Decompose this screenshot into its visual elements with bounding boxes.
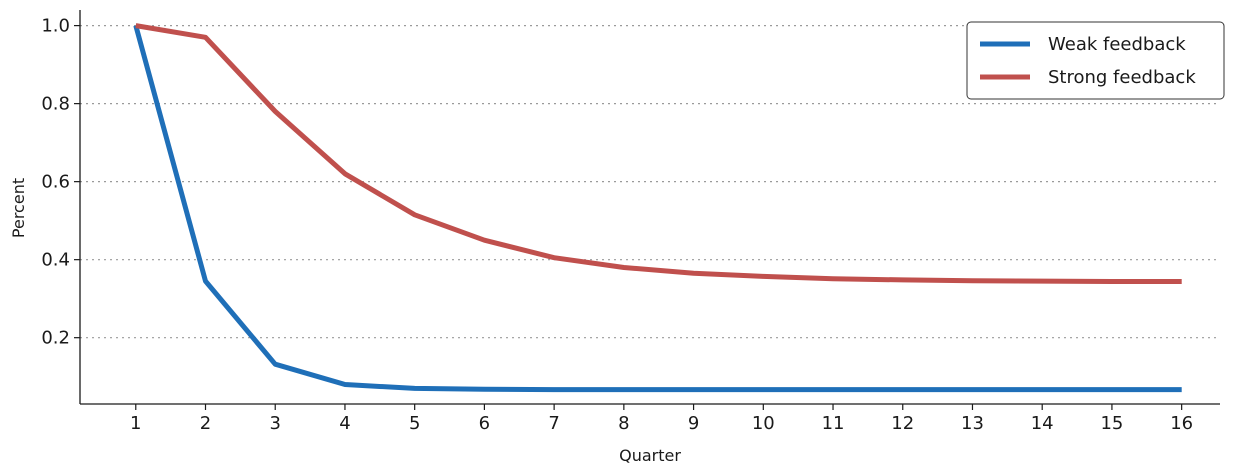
y-tick-label: 0.6: [41, 172, 70, 193]
legend-label-strong-feedback: Strong feedback: [1048, 67, 1196, 88]
x-tick-label: 16: [1170, 413, 1193, 434]
x-tick-label: 1: [130, 413, 141, 434]
x-tick-label: 13: [961, 413, 984, 434]
y-ticks: 0.2 0.4 0.6 0.8 1.0: [41, 16, 80, 349]
series-line-weak-feedback: [133, 24, 1182, 393]
x-tick-label: 11: [822, 413, 845, 434]
y-tick-label: 0.2: [41, 328, 70, 349]
x-tick-label: 5: [409, 413, 420, 434]
y-tick-label: 0.4: [41, 250, 70, 271]
x-tick-label: 12: [891, 413, 914, 434]
x-tick-label: 6: [479, 413, 490, 434]
series: [133, 23, 1182, 393]
x-tick-label: 4: [339, 413, 350, 434]
x-tick-label: 14: [1031, 413, 1054, 434]
x-tick-label: 7: [548, 413, 559, 434]
x-tick-label: 10: [752, 413, 775, 434]
x-tick-label: 2: [200, 413, 211, 434]
legend-box: [966, 21, 1225, 100]
x-tick-label: 9: [688, 413, 699, 434]
series-line-strong-feedback: [135, 23, 1182, 284]
legend-label-weak-feedback: Weak feedback: [1048, 34, 1186, 55]
legend: Weak feedback Strong feedback: [966, 21, 1225, 100]
axes: [79, 10, 1220, 405]
x-tick-label: 15: [1100, 413, 1123, 434]
x-ticks: 1 2 3 4 5 6 7 8 9 10 11 12 13 14 15 16: [130, 404, 1193, 434]
x-tick-label: 3: [270, 413, 281, 434]
x-axis-title: Quarter: [619, 446, 681, 465]
y-tick-label: 1.0: [41, 16, 70, 37]
y-axis-title: Percent: [9, 178, 28, 238]
x-tick-label: 8: [618, 413, 629, 434]
y-tick-label: 0.8: [41, 94, 70, 115]
